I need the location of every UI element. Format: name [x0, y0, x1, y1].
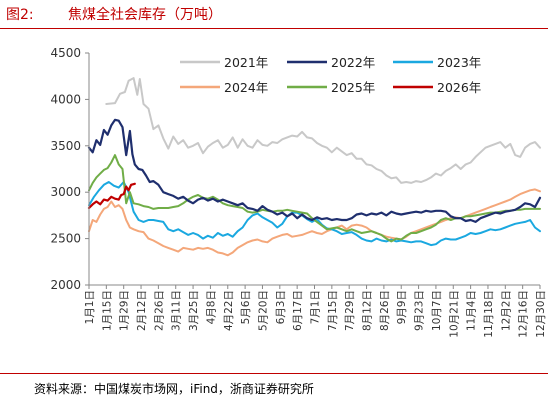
x-tick-label: 3月25日 [188, 290, 200, 331]
legend-label-2026: 2026年 [437, 80, 481, 95]
source-rule [0, 373, 548, 374]
x-tick-label: 7月1日 [310, 290, 322, 324]
x-tick-label: 1月1日 [84, 290, 96, 324]
series-line-2025 [88, 154, 541, 243]
x-tick-label: 7月29日 [344, 290, 356, 331]
x-tick-label: 3月11日 [171, 290, 183, 331]
x-tick-label: 6月17日 [292, 290, 304, 331]
x-tick-label: 12月16日 [518, 290, 530, 338]
legend-label-2023: 2023年 [437, 55, 481, 70]
x-tick-label: 6月3日 [275, 290, 287, 324]
legend: 2021年 2022年 2023年 2024年 2025年 2026年 [180, 55, 481, 95]
series-line-2024 [88, 188, 541, 257]
y-tick-label: 3000 [50, 185, 81, 199]
x-tick-label: 10月7日 [431, 290, 443, 331]
y-tick-label: 2000 [50, 278, 81, 292]
x-tick-label: 7月15日 [327, 290, 339, 331]
series-line-2022 [87, 118, 542, 223]
y-tick-label: 3500 [50, 139, 81, 153]
x-tick-label: 4月22日 [223, 290, 235, 331]
axes: 2000 2500 3000 3500 4000 4500 1月1日 1月15日 1月29日 2月… [50, 46, 547, 338]
x-tick-label: 2月26日 [153, 290, 165, 331]
x-tick-label: 1月15日 [101, 290, 113, 331]
x-tick-label: 5月6日 [240, 290, 252, 324]
title-rule [0, 28, 548, 29]
x-tick-label: 1月29日 [119, 290, 131, 331]
figure-label: 图2: [6, 7, 34, 23]
x-tick-label: 2月12日 [136, 290, 148, 331]
x-tick-label: 11月18日 [483, 290, 495, 338]
legend-label-2021: 2021年 [224, 55, 268, 70]
x-tick-label: 5月20日 [257, 290, 269, 331]
x-tick-label: 10月21日 [448, 290, 460, 338]
x-tick-label: 9月9日 [396, 290, 408, 324]
legend-label-2022: 2022年 [331, 55, 375, 70]
x-tick-label: 12月30日 [535, 290, 547, 338]
x-tick-label: 8月12日 [362, 290, 374, 331]
legend-label-2025: 2025年 [331, 80, 375, 95]
y-tick-label: 4000 [50, 92, 81, 106]
x-tick-label: 4月8日 [205, 290, 217, 324]
figure-caption: 焦煤全社会库存（万吨） [68, 7, 222, 23]
y-tick-label: 4500 [50, 46, 81, 60]
x-tick-label: 9月23日 [414, 290, 426, 331]
y-tick-label: 2500 [50, 232, 81, 246]
x-tick-label: 8月26日 [379, 290, 391, 331]
legend-label-2024: 2024年 [224, 80, 268, 95]
series-line-2026 [87, 182, 136, 210]
series-line-2021 [105, 77, 541, 184]
x-tick-label: 12月2日 [500, 290, 512, 331]
x-tick-label: 11月4日 [466, 290, 478, 331]
source-note: 资料来源：中国煤炭市场网，iFind，浙商证券研究所 [34, 382, 314, 396]
figure-title: 图2: 焦煤全社会库存（万吨） [6, 4, 222, 24]
series-lines [87, 77, 542, 257]
